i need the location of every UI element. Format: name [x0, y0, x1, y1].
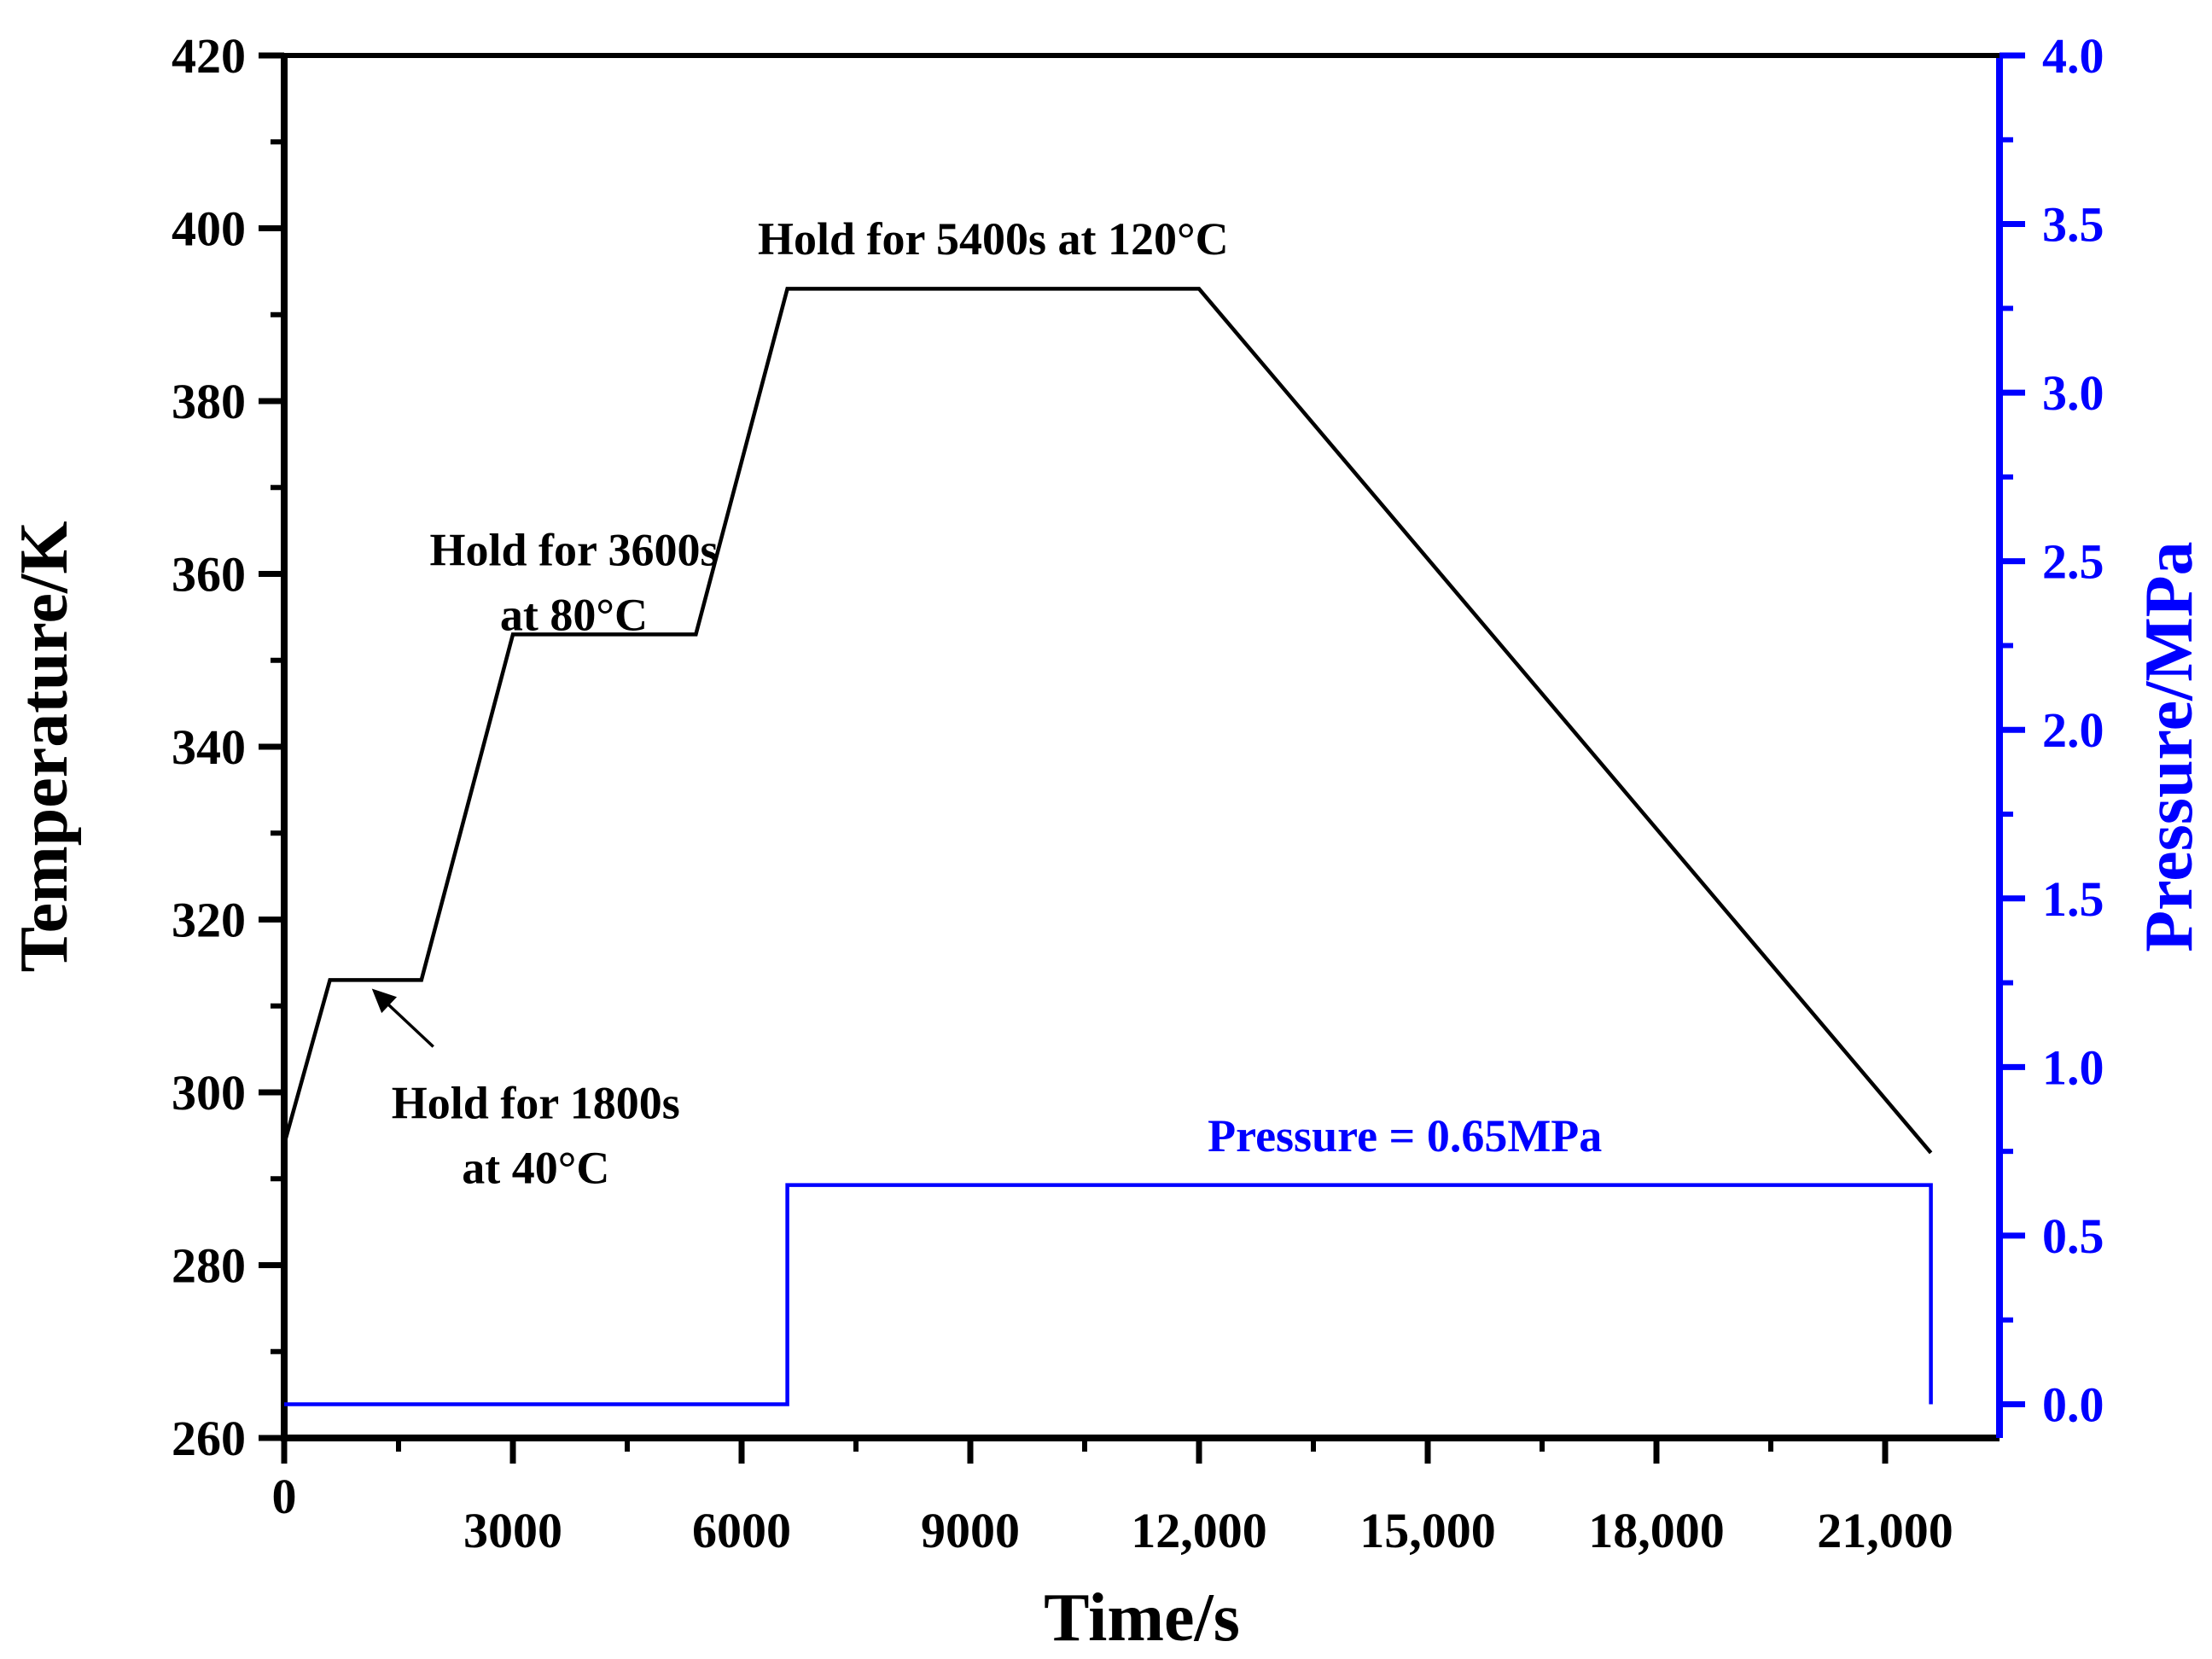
annotation-text: at 40°C [462, 1142, 609, 1193]
y-tick-label: 340 [172, 719, 246, 775]
annotation-text: Hold for 1800s [392, 1077, 680, 1128]
y2-tick-label: 0.0 [2042, 1377, 2104, 1432]
x-tick-label: 15,000 [1359, 1503, 1496, 1558]
annotation-text: Hold for 3600s [429, 524, 718, 575]
y-axis-title: Temperature/K [7, 521, 82, 973]
x-tick-label: 3000 [463, 1503, 562, 1558]
x-tick-label: 9000 [921, 1503, 1020, 1558]
temperature-series-line [282, 287, 1933, 1155]
y-tick-label: 280 [172, 1238, 246, 1294]
y2-tick-label: 2.0 [2042, 702, 2104, 758]
annotation-text: at 80°C [500, 589, 648, 640]
y-tick-label: 420 [172, 28, 246, 84]
y2-tick-label: 2.5 [2042, 534, 2104, 590]
y2-tick-label: 1.5 [2042, 871, 2104, 927]
x-tick-label: 21,000 [1817, 1503, 1953, 1558]
y-tick-label: 300 [172, 1065, 246, 1121]
y-tick-label: 320 [172, 893, 246, 948]
annotation-arrow-head [371, 988, 398, 1014]
x-axis-title: Time/s [1044, 1580, 1240, 1656]
y2-tick-label: 0.5 [2042, 1208, 2104, 1264]
y2-tick-label: 4.0 [2042, 28, 2104, 84]
pressure-series-line [284, 1183, 1933, 1406]
y-tick-label: 380 [172, 374, 246, 429]
y2-tick-label: 3.0 [2042, 365, 2104, 421]
annotation-text: Hold for 5400s at 120°C [758, 213, 1229, 265]
annotation-text: Pressure = 0.65MPa [1208, 1110, 1602, 1161]
y-tick-label: 260 [172, 1411, 246, 1466]
y-tick-label: 360 [172, 547, 246, 602]
y-tick-label: 400 [172, 201, 246, 257]
x-tick-label: 12,000 [1131, 1503, 1267, 1558]
y2-tick-label: 1.0 [2042, 1039, 2104, 1095]
x-tick-label: 0 [272, 1469, 297, 1524]
x-tick-label: 18,000 [1588, 1503, 1725, 1558]
y2-tick-label: 3.5 [2042, 197, 2104, 253]
x-tick-label: 6000 [692, 1503, 791, 1558]
y2-axis-title: Pressure/MPa [2132, 541, 2207, 952]
